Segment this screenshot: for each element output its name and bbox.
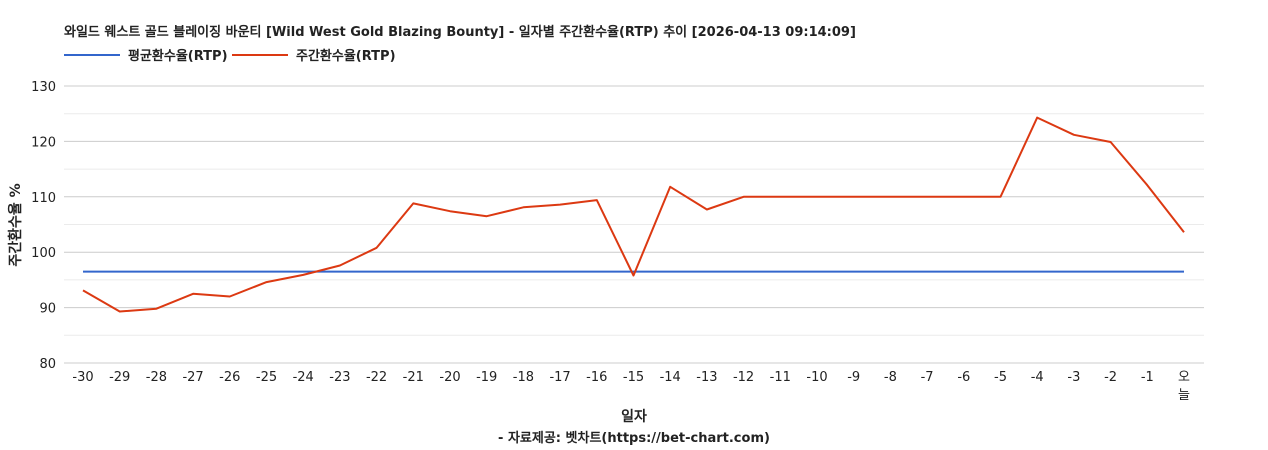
x-tick-label: -30 (72, 370, 93, 385)
x-tick-label: -17 (549, 370, 570, 385)
series-lines (82, 116, 1185, 313)
x-tick-label: -13 (696, 370, 717, 385)
x-tick-label: -11 (770, 370, 791, 385)
x-tick-label: -20 (439, 370, 460, 385)
x-tick-label: -24 (293, 370, 314, 385)
x-axis-title: 일자 (621, 409, 647, 425)
x-tick-label: -23 (329, 370, 350, 385)
x-tick-label: -3 (1067, 370, 1080, 385)
legend-label-average: 평균환수율(RTP) (128, 48, 228, 64)
y-axis-title: 주간환수율 % (7, 183, 24, 266)
x-tick-label: -27 (182, 370, 203, 385)
source-credit: - 자료제공: 벳차트(https://bet-chart.com) (498, 430, 770, 446)
x-tick-label: -1 (1141, 370, 1154, 385)
x-tick-labels: -30 -29 -28 -27 -26 -25 -24 -23 -22 -21 -20 -19 -18-… (72, 370, 1190, 403)
x-tick-label: -14 (660, 370, 681, 385)
y-tick-labels: 80 90 100 110 120 130 (31, 80, 56, 372)
x-tick-label: -16 (586, 370, 607, 385)
x-tick-label: -8 (884, 370, 897, 385)
x-tick-label: -2 (1104, 370, 1117, 385)
x-tick-label: -26 (219, 370, 240, 385)
x-tick-label: -5 (994, 370, 1007, 385)
x-tick-label: -12 (733, 370, 754, 385)
x-tick-label: -25 (256, 370, 277, 385)
x-tick-label: -7 (921, 370, 934, 385)
x-tick-label: -28 (146, 370, 167, 385)
x-tick-label: -22 (366, 370, 387, 385)
x-tick-label: -18 (513, 370, 534, 385)
series-line-weekly (82, 116, 1185, 313)
y-tick-label: 80 (39, 357, 56, 372)
x-tick-label: -15 (623, 370, 644, 385)
legend: 평균환수율(RTP) 주간환수율(RTP) (64, 48, 396, 64)
x-tick-label: -19 (476, 370, 497, 385)
y-tick-label: 110 (31, 191, 56, 206)
legend-label-weekly: 주간환수율(RTP) (296, 48, 396, 64)
y-tick-label: 100 (31, 246, 56, 261)
x-tick-label: -10 (806, 370, 827, 385)
chart-title: 와일드 웨스트 골드 블레이징 바운티 [Wild West Gold Blaz… (64, 24, 856, 40)
x-tick-label: -4 (1031, 370, 1044, 385)
x-tick-label: -29 (109, 370, 130, 385)
y-tick-label: 90 (39, 302, 56, 317)
y-tick-label: 120 (31, 135, 56, 150)
x-tick-label: -6 (957, 370, 970, 385)
x-tick-label: -9 (847, 370, 860, 385)
x-tick-label: -21 (403, 370, 424, 385)
y-tick-label: 130 (31, 80, 56, 95)
